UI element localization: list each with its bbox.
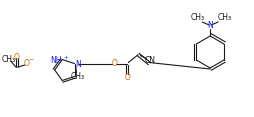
Text: N: N xyxy=(75,60,81,69)
Text: CH₃: CH₃ xyxy=(2,55,16,64)
Text: O: O xyxy=(124,73,130,82)
Text: NH: NH xyxy=(50,56,61,65)
Text: N: N xyxy=(207,22,213,31)
Text: CH₃: CH₃ xyxy=(70,72,85,81)
Text: −: − xyxy=(28,57,33,62)
Text: CH₃: CH₃ xyxy=(190,13,204,22)
Text: CN: CN xyxy=(145,56,156,65)
Text: +: + xyxy=(64,55,69,60)
Text: O: O xyxy=(14,53,20,62)
Text: CH₃: CH₃ xyxy=(218,13,232,22)
Text: O: O xyxy=(24,58,30,68)
Text: O: O xyxy=(112,59,117,68)
